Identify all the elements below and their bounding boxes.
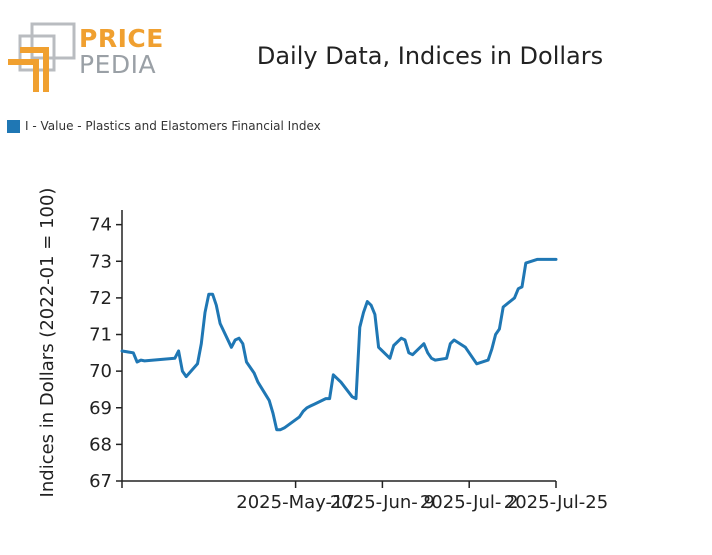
y-tick-label: 72 (89, 288, 112, 309)
series-group (120, 257, 558, 432)
y-tick-label: 70 (89, 361, 112, 382)
y-axis: 67 68 69 70 71 72 73 74 (89, 210, 123, 492)
y-tick-label: 73 (89, 251, 112, 272)
legend-label: I - Value - Plastics and Elastomers Fina… (25, 119, 321, 133)
x-tick-label: 2025-May-17 (236, 492, 355, 513)
legend[interactable]: I - Value - Plastics and Elastomers Fina… (7, 119, 321, 133)
logo-text-pedia: PEDIA (79, 50, 157, 79)
y-tick-label: 67 (89, 471, 112, 492)
y-tick-label: 71 (89, 325, 112, 346)
x-tick-label: 2025-Jul- 2 (420, 492, 519, 513)
y-tick-label: 68 (89, 434, 112, 455)
series-line (120, 257, 558, 432)
pricepedia-logo: PRICE PEDIA (6, 22, 166, 92)
y-tick-label: 74 (89, 215, 112, 236)
y-axis-label: Indices in Dollars (2022-01 = 100) (37, 188, 58, 498)
x-tick-label: 2025-Jul-25 (504, 492, 608, 513)
logo-mark-icon (8, 22, 76, 92)
x-tick-label: 2025-Jun- 9 (330, 492, 435, 513)
chart-title: Daily Data, Indices in Dollars (256, 42, 604, 70)
y-tick-label: 69 (89, 398, 112, 419)
logo-text-price: PRICE (79, 24, 164, 53)
legend-swatch (7, 119, 20, 133)
